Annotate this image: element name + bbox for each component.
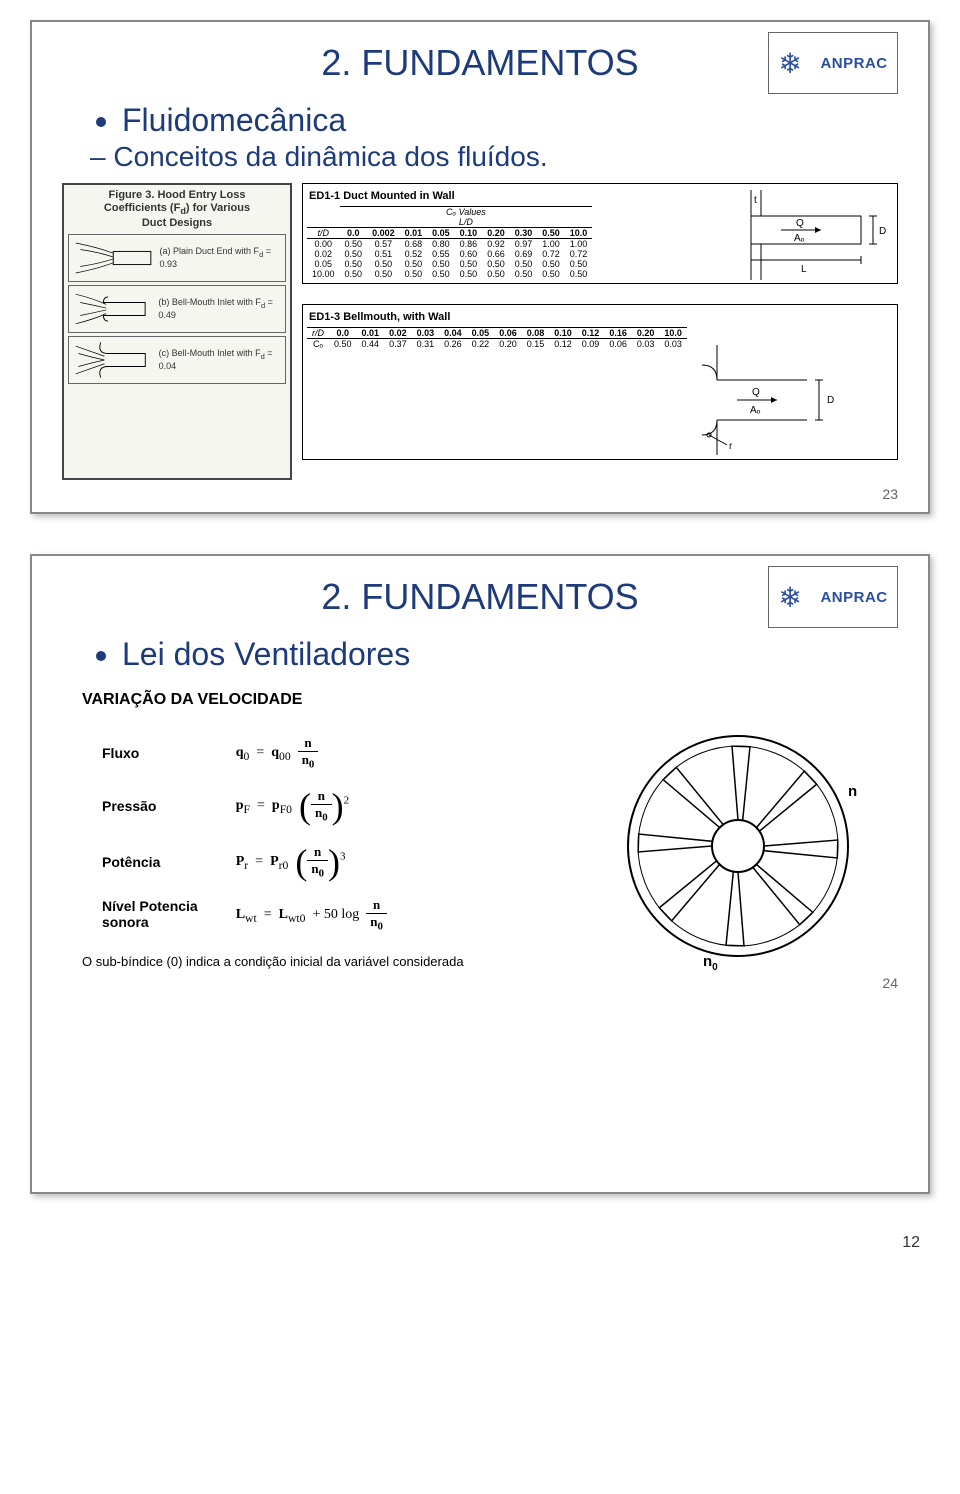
row-sonora: Nível Potenciasonora Lwt = Lwt0 + 50 log…	[84, 891, 405, 939]
svg-text:D: D	[879, 226, 886, 237]
fan-laws-body: VARIAÇÃO DA VELOCIDADE Fluxo q0 = q00 nn…	[62, 691, 898, 969]
svg-text:Q: Q	[752, 387, 760, 398]
sub-bullet: – Conceitos da dinâmica dos fluídos.	[90, 141, 898, 173]
slide-page-number: 24	[62, 975, 898, 991]
ed1-1-diagram: t Q Aₒ L D	[721, 190, 891, 280]
sonora-formula: Lwt = Lwt0 + 50 log nn0	[218, 891, 405, 939]
svg-text:Aₒ: Aₒ	[750, 405, 761, 416]
potencia-formula: Pr = Pr0 (nn0)3	[218, 835, 405, 889]
slide-title: 2. FUNDAMENTOS	[321, 42, 638, 84]
bullet-list: Fluidomecânica	[122, 102, 898, 139]
svg-text:t: t	[754, 195, 757, 206]
slide-24: 2. FUNDAMENTOS ❄ ANPRAC Lei dos Ventilad…	[30, 554, 930, 1194]
tables-column: ED1-1 Duct Mounted in Wall Cₒ Values L/D…	[302, 183, 898, 480]
brand-logo: ❄ ANPRAC	[768, 566, 898, 628]
ed1-1-table: Cₒ Values L/D t/D0.00.0020.010.050.100.2…	[307, 206, 592, 279]
bellmouth-2-sketch	[71, 339, 155, 381]
bellmouth-1-sketch	[71, 288, 154, 330]
ed1-3-caption: ED1-3 Bellmouth, with Wall	[309, 311, 893, 323]
svg-text:r: r	[729, 441, 733, 452]
row-pressao: Pressão pF = pF0 (nn0)2	[84, 779, 405, 833]
slide-header: 2. FUNDAMENTOS ❄ ANPRAC	[62, 576, 898, 618]
figure3-hood-entry: Figure 3. Hood Entry Loss Coefficients (…	[62, 183, 292, 480]
brand-name: ANPRAC	[820, 55, 887, 72]
document-page-number: 12	[0, 1234, 920, 1252]
ed1-3-table-wrap: ED1-3 Bellmouth, with Wall r/D0.00.010.0…	[302, 304, 898, 460]
content-row: Figure 3. Hood Entry Loss Coefficients (…	[62, 183, 898, 480]
bullet-item: Fluidomecânica	[122, 102, 898, 139]
fan-label-n0: n0	[703, 953, 718, 973]
ed1-3-table: r/D0.00.010.020.030.040.050.060.080.100.…	[307, 327, 687, 349]
ed1-3-diagram: Q Aₒ D r	[657, 345, 857, 455]
figure3-row-b: (b) Bell-Mouth Inlet with Fd = 0.49	[68, 285, 286, 333]
fan-law-table: Fluxo q0 = q00 nn0 Pressão pF = pF0 (nn0…	[82, 727, 407, 940]
bullet-list: Lei dos Ventiladores	[122, 636, 898, 673]
figure3-row-c: (c) Bell-Mouth Inlet with Fd = 0.04	[68, 336, 286, 384]
svg-text:D: D	[827, 395, 834, 406]
row-potencia: Potência Pr = Pr0 (nn0)3	[84, 835, 405, 889]
fluxo-formula: q0 = q00 nn0	[218, 729, 405, 777]
snowflake-icon: ❄	[778, 581, 801, 614]
fan-diagram: n n0	[608, 716, 868, 976]
pressao-formula: pF = pF0 (nn0)2	[218, 779, 405, 833]
slide-23: 2. FUNDAMENTOS ❄ ANPRAC Fluidomecânica –…	[30, 20, 930, 514]
bullet-item: Lei dos Ventiladores	[122, 636, 898, 673]
svg-text:Aₒ: Aₒ	[794, 233, 805, 244]
ed1-1-table-wrap: ED1-1 Duct Mounted in Wall Cₒ Values L/D…	[302, 183, 898, 284]
plain-duct-sketch	[71, 237, 156, 279]
snowflake-icon: ❄	[778, 47, 801, 80]
slide-page-number: 23	[62, 486, 898, 502]
row-fluxo: Fluxo q0 = q00 nn0	[84, 729, 405, 777]
fan-label-n: n	[848, 783, 857, 800]
brand-name: ANPRAC	[820, 589, 887, 606]
svg-text:Q: Q	[796, 218, 804, 229]
figure3-title: Figure 3. Hood Entry Loss Coefficients (…	[68, 189, 286, 231]
slide-title: 2. FUNDAMENTOS	[321, 576, 638, 618]
slide-header: 2. FUNDAMENTOS ❄ ANPRAC	[62, 42, 898, 84]
brand-logo: ❄ ANPRAC	[768, 32, 898, 94]
svg-text:L: L	[801, 264, 807, 275]
figure3-row-a: (a) Plain Duct End with Fd = 0.93	[68, 234, 286, 282]
section-heading: VARIAÇÃO DA VELOCIDADE	[82, 691, 898, 709]
